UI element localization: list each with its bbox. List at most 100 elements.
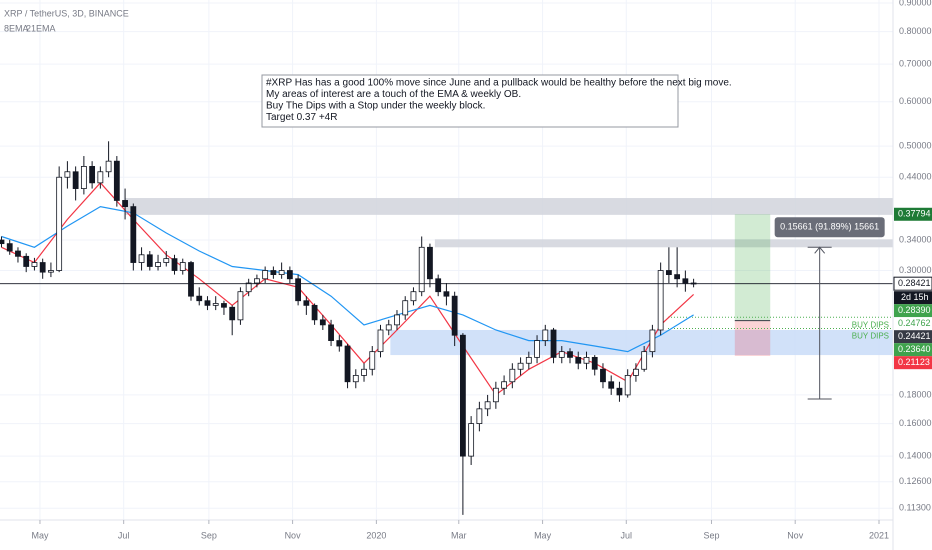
measure-arrow bbox=[814, 246, 826, 254]
candle-body bbox=[138, 254, 145, 263]
price-label: 0.21123 bbox=[898, 357, 930, 367]
candle-body bbox=[6, 243, 13, 252]
candle-body bbox=[624, 375, 631, 396]
candle-body bbox=[0, 239, 5, 245]
candle-body bbox=[15, 250, 21, 257]
candle-body bbox=[501, 381, 507, 389]
candle-body bbox=[534, 340, 540, 358]
candle-body bbox=[451, 295, 458, 336]
x-tick-label: 2021 bbox=[869, 530, 889, 540]
candle-body bbox=[402, 300, 409, 316]
candle-body bbox=[188, 262, 194, 297]
candle-body bbox=[328, 324, 334, 341]
candle-body bbox=[72, 171, 79, 189]
candle-body bbox=[385, 324, 392, 331]
candle-body bbox=[179, 262, 186, 271]
price-label-box bbox=[894, 207, 932, 221]
y-tick-label: 0.60000 bbox=[899, 96, 932, 106]
price-label-box bbox=[894, 304, 932, 318]
y-tick-label: 0.70000 bbox=[899, 59, 932, 69]
zone bbox=[390, 329, 893, 356]
x-tick-label: May bbox=[534, 530, 552, 540]
price-label: 0.23640 bbox=[898, 344, 931, 354]
candle-body bbox=[295, 278, 302, 302]
candle-body bbox=[377, 329, 384, 353]
candle-body bbox=[410, 291, 417, 302]
candle-body bbox=[130, 206, 137, 263]
candle-body bbox=[196, 295, 203, 302]
candle-body bbox=[352, 375, 359, 383]
y-tick-label: 0.12600 bbox=[899, 476, 932, 486]
chart-title: XRP / TetherUS, 3D, BINANCE bbox=[4, 8, 129, 18]
candle-body bbox=[311, 304, 318, 321]
x-tick-label: Mar bbox=[451, 530, 467, 540]
candle-body bbox=[23, 255, 30, 267]
x-tick-label: May bbox=[31, 530, 49, 540]
candle-body bbox=[369, 351, 376, 370]
candle-body bbox=[468, 423, 475, 457]
candle-body bbox=[336, 340, 343, 347]
price-label: 0.37794 bbox=[898, 209, 931, 219]
candle-body bbox=[394, 314, 400, 326]
candle-body bbox=[229, 306, 236, 321]
y-tick-label: 0.11300 bbox=[899, 503, 931, 513]
candle-body bbox=[509, 368, 516, 383]
price-label: 0.28390 bbox=[898, 305, 931, 315]
candle-body bbox=[591, 356, 598, 370]
candle-body bbox=[237, 291, 244, 321]
annotation-line: Target 0.37 +4R bbox=[266, 112, 337, 123]
candle-body bbox=[665, 270, 672, 276]
annotation-box bbox=[261, 74, 679, 128]
candle-body bbox=[122, 200, 128, 208]
candle-body bbox=[262, 270, 269, 280]
candle-body bbox=[105, 160, 112, 173]
candle-body bbox=[575, 356, 582, 364]
x-tick-label: Sep bbox=[703, 530, 719, 540]
y-tick-label: 0.90000 bbox=[899, 0, 932, 7]
annotation-line: Buy The Dips with a Stop under the weekl… bbox=[266, 101, 485, 112]
candle-body bbox=[113, 160, 120, 201]
ema-line bbox=[1, 205, 694, 353]
candle-body bbox=[567, 351, 573, 358]
legend-entry: 21EMA bbox=[26, 23, 56, 33]
candle-body bbox=[517, 362, 524, 370]
candle-body bbox=[558, 351, 565, 358]
stop-box bbox=[734, 320, 771, 356]
countdown: 2d 15h bbox=[901, 292, 929, 302]
y-tick-label: 0.44000 bbox=[899, 172, 932, 182]
candle-body bbox=[163, 258, 170, 263]
candle-body bbox=[459, 334, 466, 457]
candle-body bbox=[682, 278, 689, 284]
buy-dips-label: BUY DIPS bbox=[852, 332, 889, 341]
candle-body bbox=[550, 329, 557, 358]
x-tick-label: Jul bbox=[118, 530, 130, 540]
legend-entry: 8EMA bbox=[4, 23, 29, 33]
candle-body bbox=[344, 345, 351, 383]
price-label-box bbox=[894, 356, 932, 370]
candle-body bbox=[221, 303, 227, 308]
candle-body bbox=[155, 262, 161, 267]
candle-body bbox=[649, 329, 656, 353]
zone bbox=[125, 198, 893, 215]
candle-body bbox=[39, 262, 46, 273]
candle-body bbox=[80, 166, 87, 189]
price-label: 0.24762 bbox=[898, 318, 931, 328]
price-label-box bbox=[894, 343, 932, 357]
candle-body bbox=[484, 401, 491, 410]
x-tick-label: Nov bbox=[787, 530, 804, 540]
candle-body bbox=[492, 387, 499, 403]
candle-body bbox=[31, 262, 38, 267]
y-tick-label: 0.14000 bbox=[899, 450, 932, 460]
x-tick-label: Nov bbox=[285, 530, 302, 540]
zone bbox=[434, 239, 893, 248]
plot: BUY DIPS BUY DIPS 0.15661 (91.89%) 15661 bbox=[0, 0, 893, 520]
price-label-box bbox=[893, 276, 932, 291]
candle-body bbox=[616, 387, 623, 396]
candle-body bbox=[278, 270, 285, 276]
annotation-line: My areas of interest are a touch of the … bbox=[266, 89, 521, 100]
price-label-box bbox=[894, 330, 932, 344]
price-label-box bbox=[894, 317, 932, 331]
candle-body bbox=[361, 368, 367, 376]
candle-body bbox=[476, 408, 483, 425]
